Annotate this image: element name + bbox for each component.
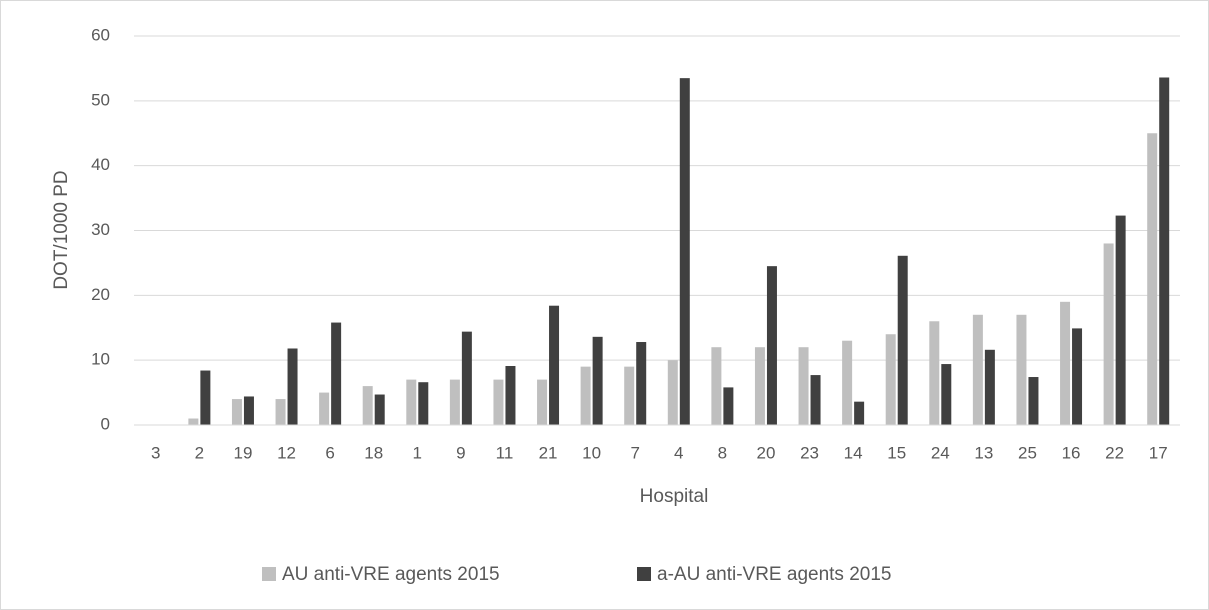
x-tick-label: 10 <box>582 443 601 462</box>
bar <box>493 379 504 425</box>
bar <box>1072 328 1083 425</box>
bar <box>406 379 417 425</box>
x-tick-label: 13 <box>974 443 993 462</box>
bar <box>941 364 952 425</box>
bar <box>374 394 385 425</box>
bar <box>200 370 211 425</box>
bar <box>624 366 635 425</box>
y-tick-label: 10 <box>91 350 110 369</box>
bar <box>188 418 199 425</box>
bar <box>842 340 853 425</box>
bar <box>287 348 298 425</box>
y-axis-title: DOT/1000 PD <box>51 170 72 289</box>
bar <box>449 379 460 425</box>
bar <box>854 401 865 425</box>
legend-label: a-AU anti-VRE agents 2015 <box>657 564 891 585</box>
bar <box>810 375 821 425</box>
bar <box>331 322 342 425</box>
bar <box>723 387 734 425</box>
x-axis-title: Hospital <box>640 486 709 507</box>
bar <box>362 386 373 425</box>
x-tick-label: 25 <box>1018 443 1037 462</box>
x-tick-label: 6 <box>325 443 334 462</box>
bar <box>1103 243 1114 425</box>
x-tick-label: 22 <box>1105 443 1124 462</box>
x-tick-label: 1 <box>413 443 422 462</box>
bar <box>461 331 472 425</box>
y-tick-label: 30 <box>91 220 110 239</box>
x-tick-label: 17 <box>1149 443 1168 462</box>
bar <box>711 347 722 425</box>
x-tick-label: 8 <box>718 443 727 462</box>
bar <box>667 360 678 425</box>
x-tick-label: 12 <box>277 443 296 462</box>
bar <box>1028 377 1039 425</box>
x-tick-label: 15 <box>887 443 906 462</box>
x-tick-label: 20 <box>756 443 775 462</box>
bar <box>798 347 809 425</box>
bar <box>984 349 995 425</box>
bar <box>505 366 516 425</box>
x-tick-label: 19 <box>233 443 252 462</box>
x-tick-label: 11 <box>496 443 514 462</box>
bar <box>580 366 591 425</box>
bar <box>1115 215 1126 425</box>
bar <box>885 334 896 425</box>
x-tick-label: 18 <box>364 443 383 462</box>
y-tick-label: 60 <box>91 25 110 44</box>
bar <box>243 396 254 425</box>
x-tick-label: 2 <box>195 443 204 462</box>
bar <box>679 78 690 426</box>
x-tick-label: 7 <box>630 443 639 462</box>
bar <box>929 321 940 425</box>
legend-swatch <box>637 567 651 581</box>
bar <box>592 336 603 425</box>
legend-swatch <box>262 567 276 581</box>
bar <box>754 347 765 425</box>
bar <box>231 399 242 425</box>
bar <box>537 379 548 425</box>
y-tick-label: 0 <box>101 414 110 433</box>
bar <box>636 342 647 425</box>
x-tick-label: 23 <box>800 443 819 462</box>
bar <box>1147 133 1158 425</box>
bar <box>275 399 286 425</box>
bar <box>319 392 330 425</box>
y-tick-label: 40 <box>91 155 110 174</box>
bar <box>549 305 560 425</box>
legend-label: AU anti-VRE agents 2015 <box>282 564 500 585</box>
x-tick-label: 3 <box>151 443 160 462</box>
y-tick-label: 50 <box>91 90 110 109</box>
x-tick-label: 24 <box>931 443 950 462</box>
x-tick-label: 9 <box>456 443 465 462</box>
bar <box>1016 314 1027 425</box>
bar <box>1060 301 1071 425</box>
y-tick-label: 20 <box>91 285 110 304</box>
bar <box>897 255 908 425</box>
x-tick-label: 14 <box>844 443 863 462</box>
bar <box>766 266 777 425</box>
x-tick-label: 16 <box>1062 443 1081 462</box>
x-tick-label: 21 <box>539 443 558 462</box>
bar <box>418 382 429 425</box>
bar <box>972 314 983 425</box>
x-tick-label: 4 <box>674 443 683 462</box>
bar <box>1159 77 1170 425</box>
